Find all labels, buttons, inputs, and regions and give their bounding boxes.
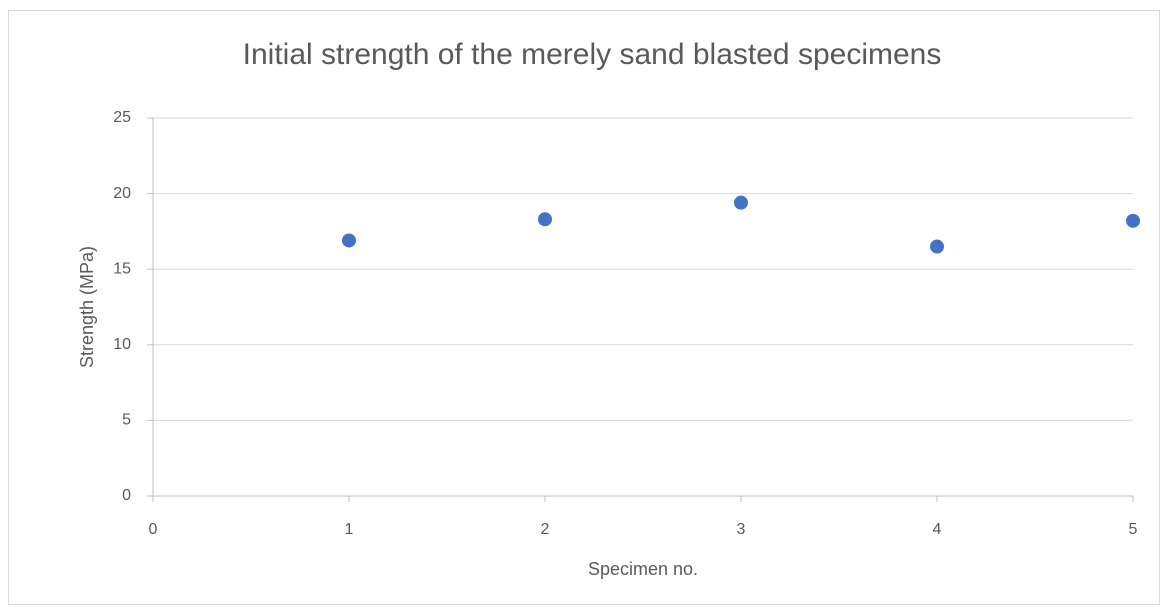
x-tick-label: 4 xyxy=(933,521,942,538)
y-tick-label: 20 xyxy=(113,185,131,202)
x-tick-label: 3 xyxy=(737,521,746,538)
y-tick-label: 10 xyxy=(113,336,131,353)
y-axis-title: Strength (MPa) xyxy=(77,246,97,368)
x-axis-title: Specimen no. xyxy=(588,559,698,579)
y-tick-label: 25 xyxy=(113,109,131,126)
data-point xyxy=(930,239,944,254)
chart-title: Initial strength of the merely sand blas… xyxy=(243,38,942,71)
data-point xyxy=(538,212,552,227)
chart-border xyxy=(8,10,1160,605)
y-tick-label: 0 xyxy=(122,487,131,504)
data-point xyxy=(342,233,356,248)
x-tick-label: 2 xyxy=(541,521,550,538)
data-point xyxy=(734,195,748,210)
data-point xyxy=(1126,213,1140,228)
x-tick-label: 0 xyxy=(149,521,158,538)
x-tick-label: 1 xyxy=(345,521,354,538)
y-tick-label: 5 xyxy=(122,412,131,429)
x-tick-label: 5 xyxy=(1129,521,1138,538)
y-tick-label: 15 xyxy=(113,260,131,277)
